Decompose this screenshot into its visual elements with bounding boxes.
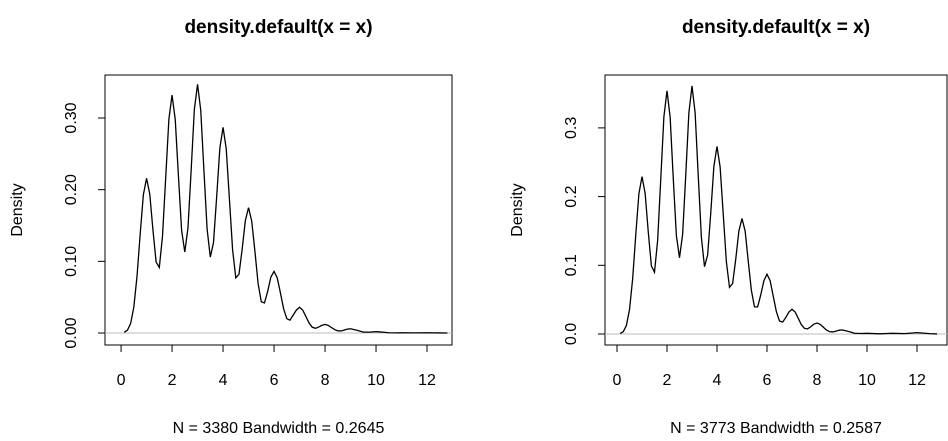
density-line [123, 84, 448, 334]
x-tick-label: 0 [613, 372, 622, 389]
x-tick-label: 2 [663, 372, 672, 389]
x-tick-label: 2 [168, 372, 177, 389]
y-tick-label: 0.00 [63, 317, 80, 348]
x-tick-label: 12 [418, 372, 436, 389]
x-axis-label: N = 3773 Bandwidth = 0.2587 [670, 420, 882, 437]
y-axis-label: Density [9, 183, 26, 236]
x-tick-label: 8 [813, 372, 822, 389]
x-tick-label: 4 [219, 372, 228, 389]
y-tick-label: 0.10 [63, 246, 80, 277]
x-tick-label: 4 [713, 372, 722, 389]
y-axis-label: Density [509, 183, 526, 236]
chart-title: density.default(x = x) [682, 17, 870, 38]
x-tick-label: 6 [270, 372, 279, 389]
density-line [619, 85, 938, 335]
y-tick-label: 0.20 [63, 174, 80, 205]
y-tick-label: 0.30 [63, 102, 80, 133]
x-tick-label: 12 [908, 372, 926, 389]
x-tick-label: 6 [763, 372, 772, 389]
x-tick-label: 10 [858, 372, 876, 389]
plot-box [104, 74, 453, 346]
x-tick-label: 0 [117, 372, 126, 389]
x-axis-label: N = 3380 Bandwidth = 0.2645 [173, 420, 385, 437]
x-tick-label: 10 [367, 372, 385, 389]
chart-title: density.default(x = x) [184, 17, 372, 38]
x-tick-label: 8 [321, 372, 330, 389]
plot-box [604, 74, 948, 346]
y-tick-label: 0.2 [563, 185, 580, 207]
y-tick-label: 0.3 [563, 117, 580, 139]
y-tick-label: 0.1 [563, 254, 580, 276]
y-tick-label: 0.0 [563, 323, 580, 345]
